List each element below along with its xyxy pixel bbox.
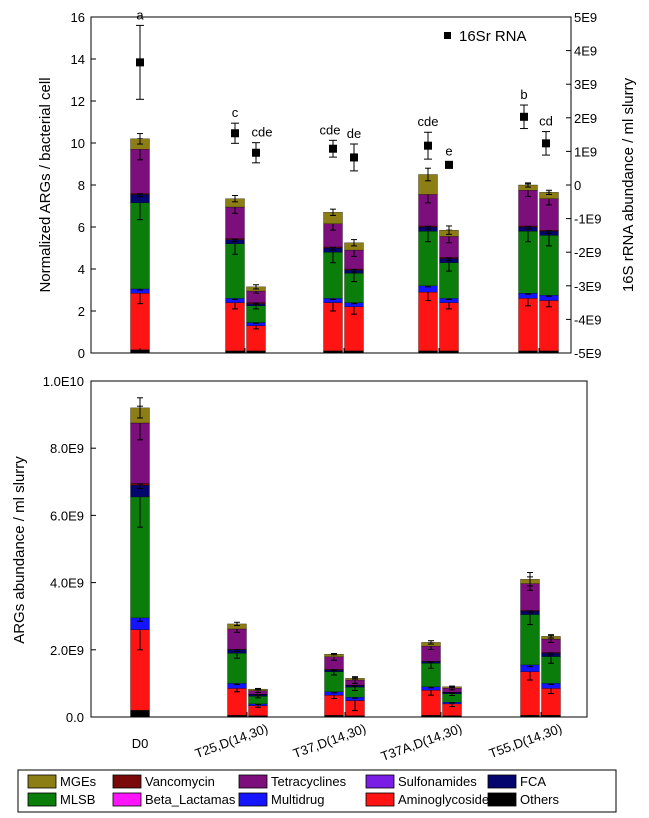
y2-tick-label: -1E9: [574, 212, 601, 227]
category-label: T25,D(14,30): [193, 721, 270, 761]
y-tick-label: 10: [71, 136, 85, 151]
legend-label: Tetracyclines: [271, 774, 347, 789]
y2-tick-label: -4E9: [574, 312, 601, 327]
significance-label: cde: [418, 114, 439, 129]
significance-label: cde: [320, 122, 341, 137]
top-y-axis-label: Normalized ARGs / bacterial cell: [37, 77, 54, 292]
legend-label: Multidrug: [271, 792, 324, 807]
y-tick-label: 4: [78, 262, 85, 277]
legend-label: Beta_Lactamas: [145, 792, 236, 807]
top-y2-axis-label: 16S rRNA abundance / ml slurry: [620, 77, 637, 292]
rna-point: [252, 148, 260, 157]
y-tick-label: 6.0E9: [50, 508, 84, 523]
y-tick-label: 1.0E10: [43, 374, 84, 389]
bottom-bars: [130, 397, 561, 718]
bottom-y-axis-label: ARGs abundance / ml slurry: [11, 456, 28, 644]
rna-point: [424, 141, 432, 150]
bar-segment-aminoglycosides: [227, 688, 247, 716]
category-label: T37A,D(14,30): [379, 721, 464, 764]
legend-swatch: [365, 792, 395, 807]
y2-tick-label: -5E9: [574, 346, 601, 361]
y-tick-label: 14: [71, 52, 85, 67]
y-tick-label: 0.0: [66, 710, 84, 725]
legend-label: Vancomycin: [145, 774, 215, 789]
bottom-y-ticks: 0.0 2.0E9 4.0E9 6.0E9 8.0E9 1.0E10: [43, 374, 96, 725]
legend-swatch: [365, 774, 395, 789]
rna-point: [350, 153, 358, 162]
top-legend-marker: [444, 32, 451, 39]
y-tick-label: 6: [78, 220, 85, 235]
y2-tick-label: 5E9: [574, 10, 597, 25]
bottom-category-labels: D0 T25,D(14,30) T37,D(14,30) T37A,D(14,30) T…: [132, 721, 564, 764]
rna-point: [136, 58, 144, 67]
y-tick-label: 4.0E9: [50, 576, 84, 591]
category-label: T37,D(14,30): [291, 721, 368, 761]
bar-segment-aminoglycosides: [246, 325, 266, 352]
legend-swatch: [238, 792, 268, 807]
y2-tick-label: -2E9: [574, 245, 601, 260]
y-tick-label: 2: [78, 304, 85, 319]
legend-swatch: [487, 792, 517, 807]
rna-point: [520, 112, 528, 121]
y-tick-label: 12: [71, 94, 85, 109]
top-bars: [130, 133, 559, 354]
legend-swatch: [112, 774, 142, 789]
legend: MGEs Vancomycin Tetracyclines Sulfonamides F…: [17, 769, 617, 813]
y-tick-label: 16: [71, 10, 85, 25]
bar-segment-aminoglycosides: [439, 302, 459, 352]
rna-point: [231, 129, 239, 138]
y-tick-label: 8.0E9: [50, 441, 84, 456]
bar-segment-aminoglycosides: [518, 298, 538, 352]
legend-label: Others: [520, 792, 560, 807]
top-y2-ticks: -5E9 -4E9 -3E9 -2E9 -1E9 0 1E9 2E9 3E9 4E9 5E9: [566, 10, 601, 361]
y2-tick-label: 2E9: [574, 111, 597, 126]
legend-swatch: [27, 774, 57, 789]
legend-swatch: [27, 792, 57, 807]
legend-label: MGEs: [60, 774, 97, 789]
y-tick-label: 2.0E9: [50, 643, 84, 658]
legend-swatch: [112, 792, 142, 807]
rna-point: [445, 160, 453, 169]
rna-point: [329, 144, 337, 153]
y-tick-label: 0: [78, 346, 85, 361]
y-tick-label: 8: [78, 178, 85, 193]
y2-tick-label: 3E9: [574, 77, 597, 92]
significance-label: cd: [539, 114, 553, 129]
top-panel: 0 2 4 6 8 10 12 14 16 -5E9 -4E9 -3E9 -2E9 -1E9 0 1E9 2E…: [37, 7, 637, 361]
y2-tick-label: 4E9: [574, 44, 597, 59]
y2-tick-label: -3E9: [574, 279, 601, 294]
legend-swatch: [238, 774, 268, 789]
legend-label: FCA: [520, 774, 546, 789]
significance-label: cde: [252, 125, 273, 140]
y2-tick-label: 1E9: [574, 144, 597, 159]
top-legend: 16Sr RNA: [444, 28, 527, 45]
legend-label: MLSB: [60, 792, 95, 807]
y2-tick-label: 0: [574, 178, 581, 193]
significance-label: e: [445, 143, 452, 158]
bar-segment-aminoglycosides: [539, 300, 559, 352]
top-16s-series: [136, 24, 550, 172]
bottom-panel: 0.0 2.0E9 4.0E9 6.0E9 8.0E9 1.0E10 ARGs abund…: [11, 374, 588, 764]
significance-label: de: [347, 126, 361, 141]
legend-label: Aminoglycosides: [398, 792, 496, 807]
significance-label: a: [136, 7, 144, 22]
legend-label: Sulfonamides: [398, 774, 477, 789]
top-x-ticks: [139, 348, 540, 353]
bar-segment-aminoglycosides: [225, 302, 245, 352]
bottom-x-ticks: [139, 712, 542, 717]
category-label: D0: [132, 736, 149, 751]
significance-label: b: [520, 87, 527, 102]
category-label: T55,D(14,30): [487, 721, 564, 761]
bottom-plot-frame: [90, 380, 588, 718]
significance-label: c: [232, 105, 239, 120]
legend-swatch: [487, 774, 517, 789]
top-legend-label: 16Sr RNA: [459, 28, 527, 45]
rna-point: [542, 139, 550, 148]
top-y-ticks: 0 2 4 6 8 10 12 14 16: [71, 10, 96, 361]
